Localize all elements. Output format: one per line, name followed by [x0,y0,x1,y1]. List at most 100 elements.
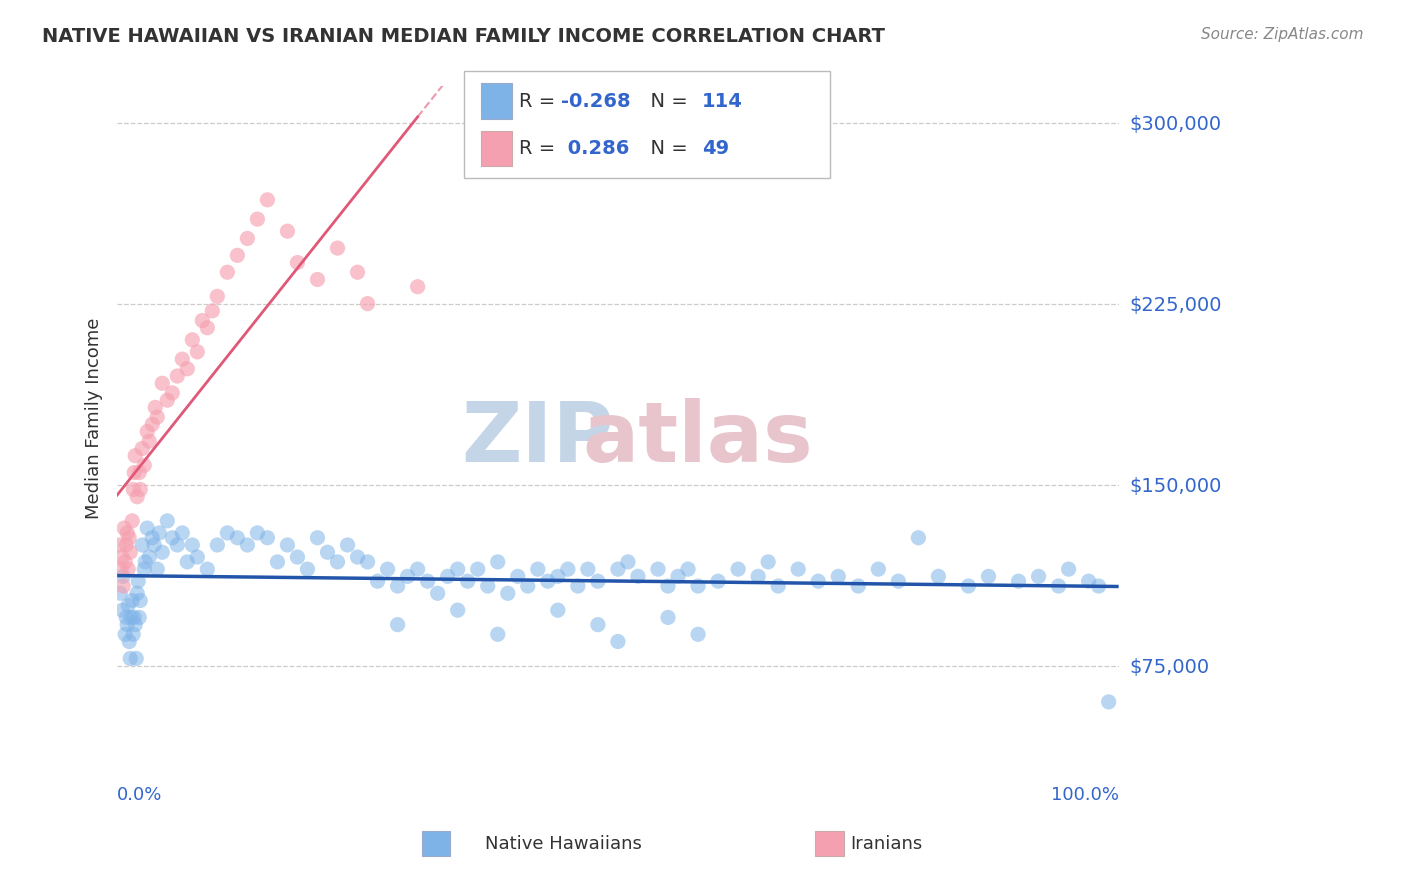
Point [1098,695,1121,709]
Point [447,603,470,617]
Point [346,265,368,279]
Point [143,401,166,415]
Point [547,603,569,617]
Point [120,610,142,624]
Point [846,579,869,593]
Point [112,521,135,535]
Point [120,545,142,559]
Text: N =: N = [638,92,695,111]
Point [527,562,550,576]
Point [707,574,730,589]
Point [576,562,599,576]
Point [326,241,349,255]
Point [131,538,153,552]
Point [120,651,142,665]
Point [1047,579,1070,593]
Point [977,569,1000,583]
Point [537,574,560,589]
Point [217,525,239,540]
Point [111,550,134,565]
Point [606,634,628,648]
Text: atlas: atlas [582,398,814,479]
Point [114,555,136,569]
Point [316,545,339,559]
Text: R =: R = [519,92,561,111]
Point [136,425,159,439]
Point [156,393,179,408]
Point [176,555,198,569]
Text: Iranians: Iranians [851,835,922,853]
Point [426,586,449,600]
Text: NATIVE HAWAIIAN VS IRANIAN MEDIAN FAMILY INCOME CORRELATION CHART: NATIVE HAWAIIAN VS IRANIAN MEDIAN FAMILY… [42,27,886,45]
Point [129,483,152,497]
Point [134,555,156,569]
Text: Native Hawaiians: Native Hawaiians [485,835,643,853]
Point [150,376,173,391]
Point [207,289,229,303]
Point [547,569,569,583]
Point [117,599,139,613]
Point [586,574,609,589]
Text: R =: R = [519,139,561,158]
Text: 0.286: 0.286 [561,139,630,158]
Point [138,550,160,565]
Point [606,562,628,576]
Text: -0.268: -0.268 [561,92,631,111]
Point [356,555,378,569]
Point [1028,569,1050,583]
Point [457,574,479,589]
Point [124,449,146,463]
Point [176,361,198,376]
Point [136,521,159,535]
Point [416,574,439,589]
Point [110,562,132,576]
Point [112,579,135,593]
Point [266,555,288,569]
Point [276,224,298,238]
Point [406,279,429,293]
Point [356,296,378,310]
Y-axis label: Median Family Income: Median Family Income [86,318,103,519]
Point [1057,562,1080,576]
Point [657,610,679,624]
Point [148,525,170,540]
Point [567,579,589,593]
Point [172,525,194,540]
Point [486,555,509,569]
Point [156,514,179,528]
Point [396,569,419,583]
Point [111,603,134,617]
Point [887,574,910,589]
Point [246,525,269,540]
Point [141,531,163,545]
Point [1087,579,1109,593]
Point [727,562,749,576]
Point [191,313,214,327]
Point [181,333,204,347]
Point [287,255,309,269]
Point [125,651,148,665]
Point [307,272,329,286]
Point [112,569,135,583]
Point [657,579,679,593]
Point [166,538,188,552]
Point [118,531,141,545]
Point [467,562,489,576]
Point [122,627,145,641]
Point [115,610,138,624]
Point [666,569,689,583]
Point [226,248,249,262]
Point [256,193,278,207]
Point [108,538,131,552]
Point [586,617,609,632]
Point [127,574,149,589]
Point [907,531,929,545]
Point [166,369,188,384]
Point [134,458,156,473]
Point [186,550,208,565]
Point [647,562,669,576]
Point [447,562,470,576]
Point [766,579,789,593]
Point [1077,574,1099,589]
Point [108,586,131,600]
